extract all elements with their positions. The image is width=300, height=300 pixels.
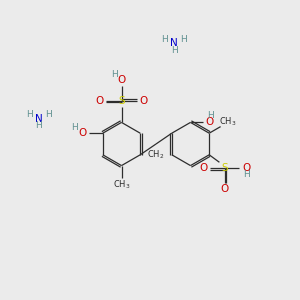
- Text: H: H: [26, 110, 33, 119]
- Text: N: N: [35, 113, 43, 124]
- Text: H: H: [207, 111, 213, 120]
- Text: O: O: [117, 75, 126, 85]
- Text: H: H: [243, 170, 250, 179]
- Text: H: H: [171, 46, 177, 56]
- Text: CH$_3$: CH$_3$: [113, 179, 130, 191]
- Text: O: O: [199, 163, 207, 173]
- Text: O: O: [140, 96, 148, 106]
- Text: N: N: [170, 38, 178, 49]
- Text: O: O: [242, 163, 250, 173]
- Text: H: H: [180, 35, 187, 44]
- Text: H: H: [112, 70, 118, 79]
- Text: H: H: [45, 110, 52, 119]
- Text: H: H: [161, 35, 168, 44]
- Text: O: O: [221, 184, 229, 194]
- Text: O: O: [206, 117, 214, 128]
- Text: CH$_2$: CH$_2$: [147, 148, 165, 161]
- Text: S: S: [221, 163, 228, 173]
- Text: CH$_3$: CH$_3$: [219, 116, 237, 128]
- Text: O: O: [95, 96, 103, 106]
- Text: S: S: [118, 96, 125, 106]
- Text: H: H: [36, 122, 42, 130]
- Text: H: H: [71, 123, 78, 132]
- Text: O: O: [79, 128, 87, 138]
